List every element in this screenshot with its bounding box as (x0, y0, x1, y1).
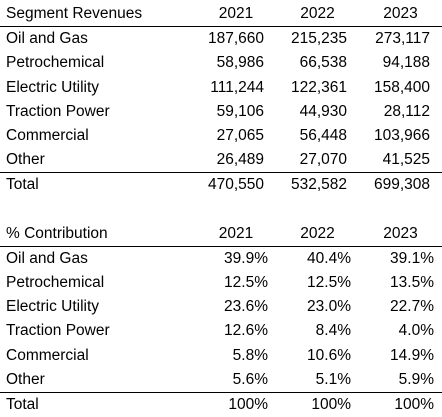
table-row: Other 5.6% 5.1% 5.9% (0, 368, 442, 393)
cell-value: 66,538 (276, 51, 359, 75)
revenues-title: Segment Revenues (0, 2, 196, 27)
row-label: Traction Power (0, 319, 196, 343)
cell-value: 111,244 (196, 76, 276, 100)
cell-value: 26,489 (196, 148, 276, 173)
row-label: Commercial (0, 343, 196, 367)
row-label: Electric Utility (0, 76, 196, 100)
cell-value: 59,106 (196, 100, 276, 124)
cell-value: 39.1% (359, 246, 442, 271)
row-label: Oil and Gas (0, 27, 196, 52)
total-value: 470,550 (196, 173, 276, 198)
segment-revenues-table: Segment Revenues 2021 2022 2023 Oil and … (0, 2, 442, 198)
row-label: Other (0, 148, 196, 173)
cell-value: 41,525 (359, 148, 442, 173)
table-row: Other 26,489 27,070 41,525 (0, 148, 442, 173)
cell-value: 5.1% (276, 368, 359, 393)
total-value: 100% (196, 392, 276, 417)
total-label: Total (0, 173, 196, 198)
cell-value: 13.5% (359, 271, 442, 295)
cell-value: 23.0% (276, 295, 359, 319)
contribution-title: % Contribution (0, 222, 196, 247)
cell-value: 56,448 (276, 124, 359, 148)
contribution-year-2021: 2021 (196, 222, 276, 247)
cell-value: 44,930 (276, 100, 359, 124)
cell-value: 158,400 (359, 76, 442, 100)
revenues-year-2023: 2023 (359, 2, 442, 27)
cell-value: 5.8% (196, 343, 276, 367)
cell-value: 8.4% (276, 319, 359, 343)
revenues-total-row: Total 470,550 532,582 699,308 (0, 173, 442, 198)
cell-value: 215,235 (276, 27, 359, 52)
table-row: Traction Power 12.6% 8.4% 4.0% (0, 319, 442, 343)
cell-value: 103,966 (359, 124, 442, 148)
cell-value: 14.9% (359, 343, 442, 367)
revenues-year-2022: 2022 (276, 2, 359, 27)
cell-value: 5.9% (359, 368, 442, 393)
cell-value: 12.6% (196, 319, 276, 343)
table-row: Traction Power 59,106 44,930 28,112 (0, 100, 442, 124)
row-label: Electric Utility (0, 295, 196, 319)
table-row: Electric Utility 111,244 122,361 158,400 (0, 76, 442, 100)
table-spacer (0, 198, 442, 222)
cell-value: 27,065 (196, 124, 276, 148)
table-row: Commercial 5.8% 10.6% 14.9% (0, 343, 442, 367)
table-row: Commercial 27,065 56,448 103,966 (0, 124, 442, 148)
row-label: Commercial (0, 124, 196, 148)
cell-value: 273,117 (359, 27, 442, 52)
table-row: Petrochemical 12.5% 12.5% 13.5% (0, 271, 442, 295)
row-label: Petrochemical (0, 51, 196, 75)
contribution-table: % Contribution 2021 2022 2023 Oil and Ga… (0, 222, 442, 417)
cell-value: 4.0% (359, 319, 442, 343)
cell-value: 27,070 (276, 148, 359, 173)
cell-value: 5.6% (196, 368, 276, 393)
total-value: 699,308 (359, 173, 442, 198)
cell-value: 10.6% (276, 343, 359, 367)
row-label: Petrochemical (0, 271, 196, 295)
row-label: Oil and Gas (0, 246, 196, 271)
revenues-header-row: Segment Revenues 2021 2022 2023 (0, 2, 442, 27)
table-row: Petrochemical 58,986 66,538 94,188 (0, 51, 442, 75)
contribution-total-row: Total 100% 100% 100% (0, 392, 442, 417)
cell-value: 23.6% (196, 295, 276, 319)
cell-value: 94,188 (359, 51, 442, 75)
table-row: Electric Utility 23.6% 23.0% 22.7% (0, 295, 442, 319)
cell-value: 12.5% (196, 271, 276, 295)
cell-value: 12.5% (276, 271, 359, 295)
total-label: Total (0, 392, 196, 417)
contribution-year-2022: 2022 (276, 222, 359, 247)
revenues-year-2021: 2021 (196, 2, 276, 27)
cell-value: 40.4% (276, 246, 359, 271)
cell-value: 122,361 (276, 76, 359, 100)
table-row: Oil and Gas 187,660 215,235 273,117 (0, 27, 442, 52)
total-value: 532,582 (276, 173, 359, 198)
row-label: Other (0, 368, 196, 393)
cell-value: 58,986 (196, 51, 276, 75)
total-value: 100% (276, 392, 359, 417)
contribution-header-row: % Contribution 2021 2022 2023 (0, 222, 442, 247)
cell-value: 39.9% (196, 246, 276, 271)
cell-value: 187,660 (196, 27, 276, 52)
total-value: 100% (359, 392, 442, 417)
table-row: Oil and Gas 39.9% 40.4% 39.1% (0, 246, 442, 271)
cell-value: 22.7% (359, 295, 442, 319)
contribution-year-2023: 2023 (359, 222, 442, 247)
cell-value: 28,112 (359, 100, 442, 124)
row-label: Traction Power (0, 100, 196, 124)
